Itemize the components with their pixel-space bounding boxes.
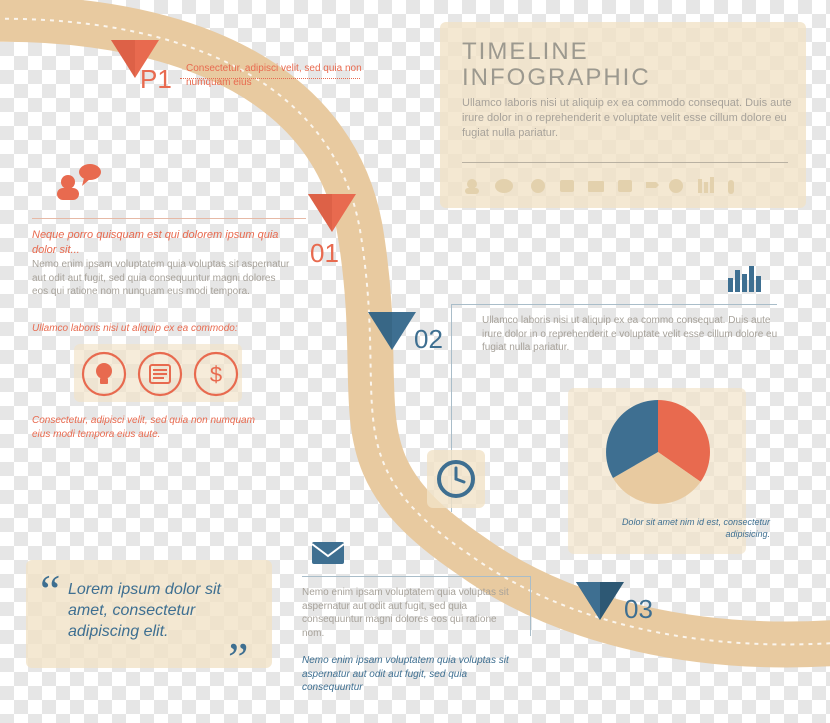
num-02: 02 [414, 322, 443, 357]
p1-caption: Consectetur, adipisci velit, sed quia no… [186, 62, 386, 89]
mail-icon [310, 540, 346, 566]
svg-text:$: $ [210, 362, 222, 387]
num-01: 01 [310, 236, 339, 271]
block03-foot: Nemo enim ipsam voluptatem quia voluptas… [302, 654, 512, 695]
quote-mark-r: ” [228, 628, 248, 690]
header-body: Ullamco laboris nisi ut aliquip ex ea co… [462, 96, 792, 141]
block02-body: Ullamco laboris nisi ut aliquip ex ea co… [482, 314, 778, 355]
block01-body: Nemo enim ipsam voluptatem quia voluptas… [32, 258, 290, 299]
block01-foot: Ullamco laboris nisi ut aliquip ex ea co… [32, 322, 290, 336]
quote-mark-l: “ [40, 560, 60, 622]
num-03: 03 [624, 592, 653, 627]
p1-label: P1 [140, 62, 172, 97]
person-chat-icon [52, 160, 108, 204]
pie-caption: Dolor sit amet nim id est, consectetur a… [620, 516, 770, 540]
bars-icon [728, 266, 768, 296]
header-title-2: INFOGRAPHIC [462, 62, 651, 94]
header-icon-row [460, 174, 800, 200]
block01-title: Neque porro quisquam est qui dolorem ips… [32, 228, 290, 258]
pie-chart [588, 384, 728, 524]
quote-text: Lorem ipsum dolor sit amet, consectetur … [68, 580, 254, 642]
clock-icon [427, 450, 485, 508]
block01-below: Consectetur, adipisci velit, sed quia no… [32, 414, 262, 441]
block03-body: Nemo enim ipsam voluptatem quia voluptas… [302, 586, 512, 640]
block01-icons: $ [74, 344, 254, 404]
